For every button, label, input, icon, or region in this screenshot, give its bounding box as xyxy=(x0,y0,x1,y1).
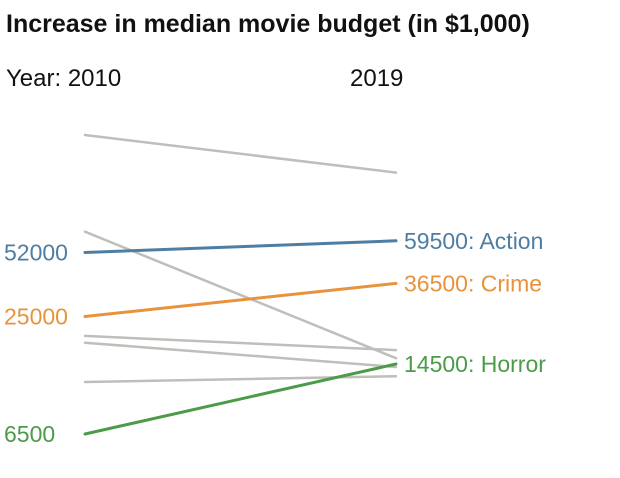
series-line-unlabeled-4 xyxy=(83,230,398,360)
right-value-label-horror: 14500: Horror xyxy=(404,351,546,377)
series-labels: 52000 59500: Action 25000 36500: Crime 6500 1… xyxy=(4,228,546,447)
series-line-horror xyxy=(83,362,398,436)
series-line-unlabeled-7 xyxy=(83,374,398,384)
year-label-left: Year: 2010 xyxy=(6,65,121,92)
right-value-label-action: 59500: Action xyxy=(404,228,543,254)
series-line-unlabeled-5 xyxy=(83,334,398,352)
series-line-action xyxy=(83,239,398,254)
chart-title: Increase in median movie budget (in $1,0… xyxy=(6,10,530,38)
series-line-unlabeled-6 xyxy=(83,341,398,369)
right-value-label-crime: 36500: Crime xyxy=(404,270,542,296)
series-lines xyxy=(83,133,398,436)
left-value-label-action: 52000 xyxy=(4,240,68,266)
left-value-label-horror: 6500 xyxy=(4,421,55,447)
series-line-unlabeled-3 xyxy=(83,133,398,174)
series-line-crime xyxy=(83,281,398,318)
year-label-right: 2019 xyxy=(350,65,403,92)
left-value-label-crime: 25000 xyxy=(4,304,68,330)
